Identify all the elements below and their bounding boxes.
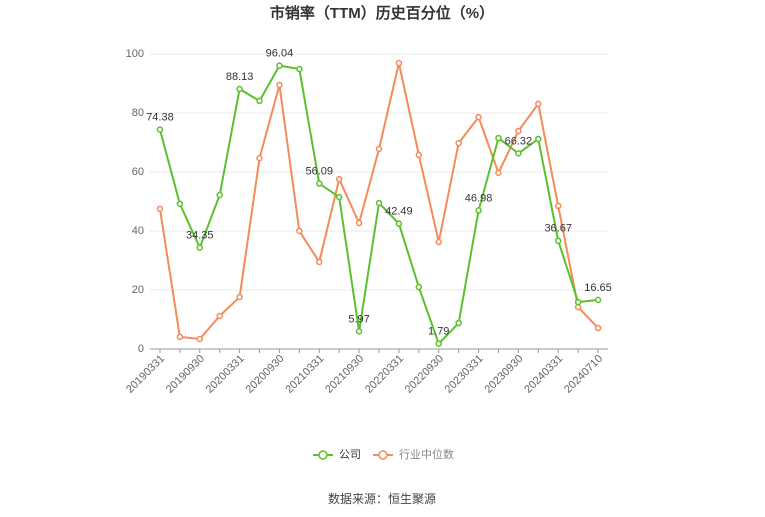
point <box>515 150 522 157</box>
point <box>535 100 542 108</box>
value-label: 46.98 <box>465 192 493 204</box>
value-label: 36.67 <box>544 223 572 235</box>
x-tick-label: 20200930 <box>244 353 287 396</box>
x-tick-label: 20190930 <box>164 353 207 396</box>
chart-title: 市销率（TTM）历史百分位（%） <box>270 4 494 22</box>
point <box>236 85 243 93</box>
point <box>455 319 462 327</box>
y-tick-label: 80 <box>132 107 144 119</box>
point <box>435 238 442 246</box>
point <box>415 151 423 159</box>
point <box>475 113 482 121</box>
value-label: 88.13 <box>226 71 254 83</box>
y-tick-label: 0 <box>138 343 144 355</box>
x-tick-label: 20240710 <box>562 353 605 396</box>
x-tick-label: 20190331 <box>124 353 167 396</box>
point <box>256 154 263 162</box>
x-tick-label: 20210930 <box>323 353 366 396</box>
point <box>535 135 542 143</box>
point <box>335 175 343 183</box>
point <box>554 237 562 245</box>
point <box>375 199 383 207</box>
y-tick-label: 20 <box>132 284 144 296</box>
legend-label: 行业中位数 <box>399 447 454 461</box>
point <box>574 298 582 306</box>
point <box>375 145 383 153</box>
point <box>196 244 204 251</box>
point <box>176 333 184 341</box>
x-tick-label: 20230331 <box>443 353 486 396</box>
point <box>256 97 263 105</box>
point <box>455 139 462 147</box>
point <box>415 283 423 291</box>
x-tick-label: 20220930 <box>403 353 446 396</box>
point <box>495 169 502 177</box>
point <box>355 328 363 335</box>
point <box>495 134 502 142</box>
point <box>475 207 482 214</box>
value-label: 42.49 <box>385 206 413 218</box>
point <box>316 258 323 266</box>
point <box>554 202 562 210</box>
value-label: 16.65 <box>584 282 612 294</box>
x-tick-label: 20220331 <box>363 353 406 396</box>
source: 数据来源：恒生聚源 <box>328 491 436 506</box>
y-tick-label: 100 <box>126 48 144 60</box>
legend-label: 公司 <box>339 449 361 461</box>
x-tick-label: 20200331 <box>204 353 247 396</box>
point <box>296 65 303 73</box>
point <box>594 324 602 332</box>
value-label: 34.35 <box>186 230 214 242</box>
point <box>196 335 204 343</box>
x-tick-label: 20240331 <box>522 353 565 396</box>
value-label: 66.32 <box>505 135 533 147</box>
point <box>515 127 522 135</box>
point <box>156 205 164 213</box>
legend-marker <box>378 450 388 460</box>
value-label: 1.79 <box>428 326 449 338</box>
legend-marker <box>318 450 328 460</box>
point <box>156 126 164 133</box>
value-label: 56.09 <box>305 165 333 177</box>
point <box>216 312 223 320</box>
point <box>435 340 442 347</box>
x-tick-label: 20210331 <box>283 353 326 396</box>
point <box>216 191 223 199</box>
x-tick-label: 20230930 <box>482 353 525 396</box>
point <box>335 193 343 201</box>
point <box>594 296 602 304</box>
point <box>176 200 184 208</box>
y-tick-label: 60 <box>132 166 144 178</box>
point <box>276 62 283 69</box>
point <box>236 293 243 301</box>
point <box>276 81 283 89</box>
point <box>574 303 582 311</box>
point <box>316 180 323 187</box>
point <box>296 227 303 235</box>
value-label: 74.38 <box>146 111 174 123</box>
point <box>395 59 403 67</box>
value-label: 96.04 <box>266 48 294 60</box>
point <box>395 220 403 227</box>
point <box>355 219 363 227</box>
y-tick-label: 40 <box>132 225 144 237</box>
value-label: 5.97 <box>348 313 369 325</box>
